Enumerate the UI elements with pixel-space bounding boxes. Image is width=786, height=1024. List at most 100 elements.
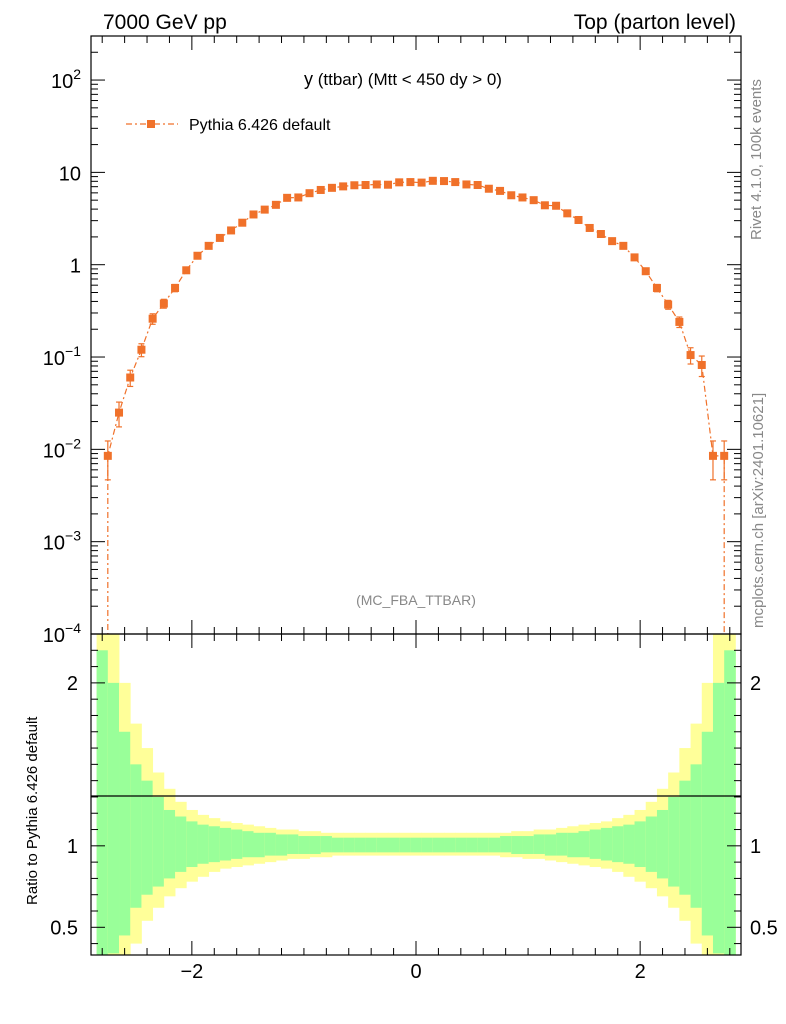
y-tick-base: 10 (43, 625, 65, 647)
ratio-band-green (432, 837, 445, 853)
data-point (372, 180, 381, 189)
ratio-band-green (107, 682, 120, 954)
ratio-band-green (197, 824, 210, 864)
ratio-band-green (320, 836, 333, 853)
data-point (720, 451, 729, 460)
ratio-band-green (500, 836, 512, 853)
plot-title-rest: (ttbar) (Mtt < 450 dy > 0) (313, 70, 502, 89)
ratio-band-green (365, 837, 378, 853)
data-point (159, 299, 168, 308)
ratio-band-green (712, 682, 725, 954)
ratio-band-green (522, 836, 535, 854)
data-point (641, 267, 650, 276)
ratio-band-green (567, 832, 579, 858)
data-point (294, 193, 303, 202)
ratio-band-green (219, 827, 232, 861)
ratio-band-green (455, 837, 467, 853)
ratio-band-green (477, 837, 490, 853)
mcplots-label: mcplots.cern.ch [arXiv:2401.10621] (750, 393, 767, 628)
ratio-band-green (623, 824, 635, 864)
data-point (361, 180, 370, 189)
header-left: 7000 GeV pp (103, 11, 227, 34)
ratio-band-green (163, 809, 176, 879)
ratio-band-green (589, 829, 602, 859)
y-tick-label: 10−4 (43, 620, 81, 647)
data-point (204, 241, 213, 250)
data-point (327, 183, 336, 192)
ratio-band-green (208, 826, 221, 863)
ratio-band-green (466, 837, 479, 853)
plot-title: y (ttbar) (Mtt < 450 dy > 0) (304, 69, 502, 89)
data-point (675, 317, 684, 326)
x-tick-label: −2 (180, 961, 203, 983)
y-tick-base: 1 (70, 256, 81, 278)
x-tick-label: 2 (635, 961, 646, 983)
data-point (585, 223, 594, 232)
data-point (462, 180, 471, 189)
ratio-band-green (253, 832, 266, 858)
y-tick-exponent: −3 (65, 528, 81, 544)
ratio-band-green (511, 836, 523, 854)
data-point (652, 283, 661, 292)
data-point (238, 218, 247, 227)
y-tick-exponent: −2 (65, 435, 81, 451)
data-point (215, 233, 224, 242)
y-tick-label: 10−3 (43, 528, 81, 555)
data-point (552, 201, 561, 210)
y-tick-label: 10−1 (43, 343, 81, 370)
data-point (305, 189, 314, 198)
ratio-band-green (376, 837, 389, 853)
data-point (406, 178, 415, 187)
data-point (608, 237, 617, 246)
data-point (339, 182, 348, 191)
ratio-band-green (645, 816, 658, 872)
ratio-band-green (578, 831, 591, 858)
data-point (619, 241, 628, 250)
data-point (103, 451, 112, 460)
ratio-band-green (556, 832, 568, 856)
ratio-bands (96, 634, 736, 955)
ratio-band-green (690, 764, 703, 908)
data-point (697, 360, 706, 369)
data-point (271, 200, 280, 209)
data-point (596, 230, 605, 239)
data-point (451, 178, 460, 187)
ratio-band-green (275, 834, 288, 856)
data-point (428, 176, 437, 185)
data-point (440, 177, 449, 186)
data-point (171, 283, 180, 292)
y-tick-base: 10 (43, 348, 65, 370)
ratio-band-green (488, 837, 501, 853)
y-tick-label: 10 (59, 163, 81, 185)
ratio-band-green (544, 834, 557, 856)
data-point (182, 266, 191, 275)
ratio-band-green (387, 837, 400, 853)
data-point (148, 314, 157, 323)
data-point (529, 196, 538, 205)
ratio-frame (90, 633, 742, 956)
ratio-band-green (242, 831, 254, 858)
ratio-band-green (399, 837, 411, 853)
main-series (103, 176, 729, 634)
ratio-band-green (186, 821, 198, 868)
series-line (107, 180, 725, 634)
data-point (383, 180, 392, 189)
ratio-band-green (175, 816, 187, 872)
data-point (249, 210, 258, 219)
ratio-band-green (130, 764, 142, 908)
ratio-band-green (444, 837, 456, 853)
data-point (518, 193, 527, 202)
data-point (227, 226, 236, 235)
data-point (563, 209, 572, 218)
ratio-band-green (331, 837, 344, 853)
ratio-tick-label-right: 1 (750, 836, 761, 858)
y-tick-base: 10 (43, 440, 65, 462)
ratio-tick-label-left: 0.5 (50, 917, 78, 939)
ratio-band-green (354, 837, 366, 853)
y-tick-exponent: −1 (65, 343, 81, 359)
header-right: Top (parton level) (574, 11, 736, 34)
data-point (193, 251, 202, 260)
data-point (260, 205, 269, 214)
